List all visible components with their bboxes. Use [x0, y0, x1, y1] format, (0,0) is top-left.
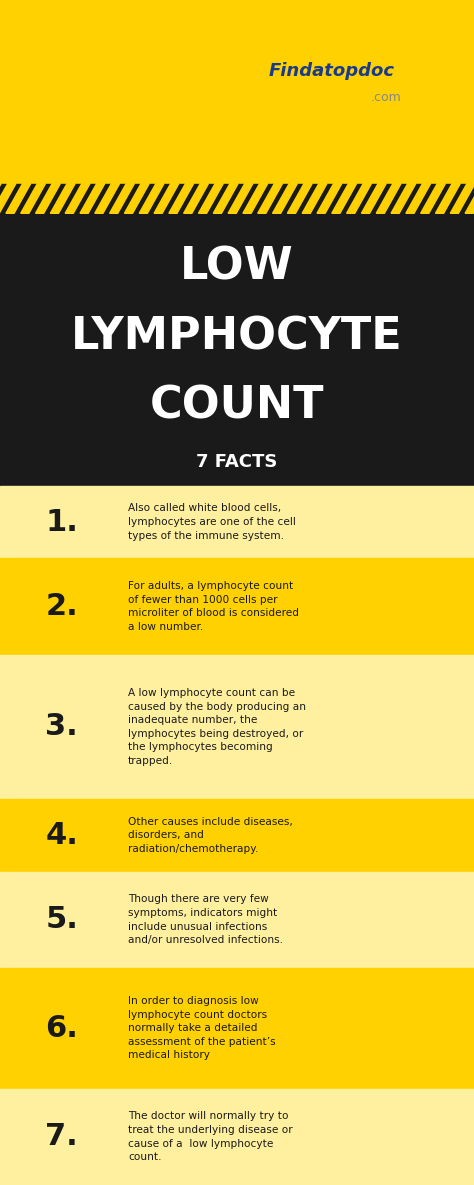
Polygon shape	[450, 184, 474, 213]
Text: LOW: LOW	[180, 245, 294, 288]
Polygon shape	[273, 184, 297, 213]
Text: A low lymphocyte count can be
caused by the body producing an
inadequate number,: A low lymphocyte count can be caused by …	[128, 688, 306, 766]
Polygon shape	[21, 184, 46, 213]
Text: 7 FACTS: 7 FACTS	[196, 453, 278, 472]
Text: 7.: 7.	[45, 1122, 78, 1152]
Bar	[0, 799, 474, 872]
Polygon shape	[6, 184, 31, 213]
Polygon shape	[95, 184, 119, 213]
Text: COUNT: COUNT	[150, 385, 324, 428]
Polygon shape	[199, 184, 223, 213]
Polygon shape	[317, 184, 342, 213]
Text: Findatopdoc: Findatopdoc	[269, 62, 395, 81]
Bar	[0, 654, 474, 799]
Polygon shape	[243, 184, 268, 213]
Bar	[0, 486, 474, 558]
Polygon shape	[361, 184, 386, 213]
Polygon shape	[332, 184, 356, 213]
Text: LYMPHOCYTE: LYMPHOCYTE	[71, 315, 403, 358]
Polygon shape	[80, 184, 105, 213]
Polygon shape	[213, 184, 238, 213]
Bar	[0, 213, 474, 486]
Text: Also called white blood cells,
lymphocytes are one of the cell
types of the immu: Also called white blood cells, lymphocyt…	[128, 504, 296, 540]
Polygon shape	[109, 184, 134, 213]
Polygon shape	[465, 184, 474, 213]
Polygon shape	[391, 184, 416, 213]
Polygon shape	[139, 184, 164, 213]
Polygon shape	[420, 184, 446, 213]
Polygon shape	[0, 184, 16, 213]
Text: 1.: 1.	[45, 507, 78, 537]
Polygon shape	[346, 184, 371, 213]
Text: The doctor will normally try to
treat the underlying disease or
cause of a  low : The doctor will normally try to treat th…	[128, 1112, 292, 1162]
Polygon shape	[124, 184, 149, 213]
Polygon shape	[0, 184, 1, 213]
Text: 4.: 4.	[45, 821, 78, 850]
Bar	[0, 184, 474, 213]
Text: .com: .com	[371, 91, 401, 103]
Bar	[0, 968, 474, 1089]
Polygon shape	[36, 184, 60, 213]
Text: 2.: 2.	[45, 591, 78, 621]
Polygon shape	[50, 184, 75, 213]
Bar	[0, 1089, 474, 1185]
Polygon shape	[169, 184, 193, 213]
Bar	[0, 558, 474, 654]
Text: In order to diagnosis low
lymphocyte count doctors
normally take a detailed
asse: In order to diagnosis low lymphocyte cou…	[128, 997, 275, 1061]
Text: Though there are very few
symptoms, indicators might
include unusual infections
: Though there are very few symptoms, indi…	[128, 895, 283, 946]
Polygon shape	[154, 184, 179, 213]
Text: Other causes include diseases,
disorders, and
radiation/chemotherapy.: Other causes include diseases, disorders…	[128, 816, 293, 854]
Bar	[0, 872, 474, 968]
Polygon shape	[184, 184, 209, 213]
Text: 5.: 5.	[45, 905, 78, 934]
Polygon shape	[287, 184, 312, 213]
Polygon shape	[65, 184, 90, 213]
Polygon shape	[376, 184, 401, 213]
Polygon shape	[302, 184, 327, 213]
Polygon shape	[406, 184, 430, 213]
Bar	[0, 0, 474, 184]
Polygon shape	[436, 184, 460, 213]
Text: 3.: 3.	[45, 712, 78, 742]
Text: 6.: 6.	[45, 1014, 78, 1043]
Polygon shape	[228, 184, 253, 213]
Polygon shape	[258, 184, 283, 213]
Text: For adults, a lymphocyte count
of fewer than 1000 cells per
microliter of blood : For adults, a lymphocyte count of fewer …	[128, 581, 299, 632]
